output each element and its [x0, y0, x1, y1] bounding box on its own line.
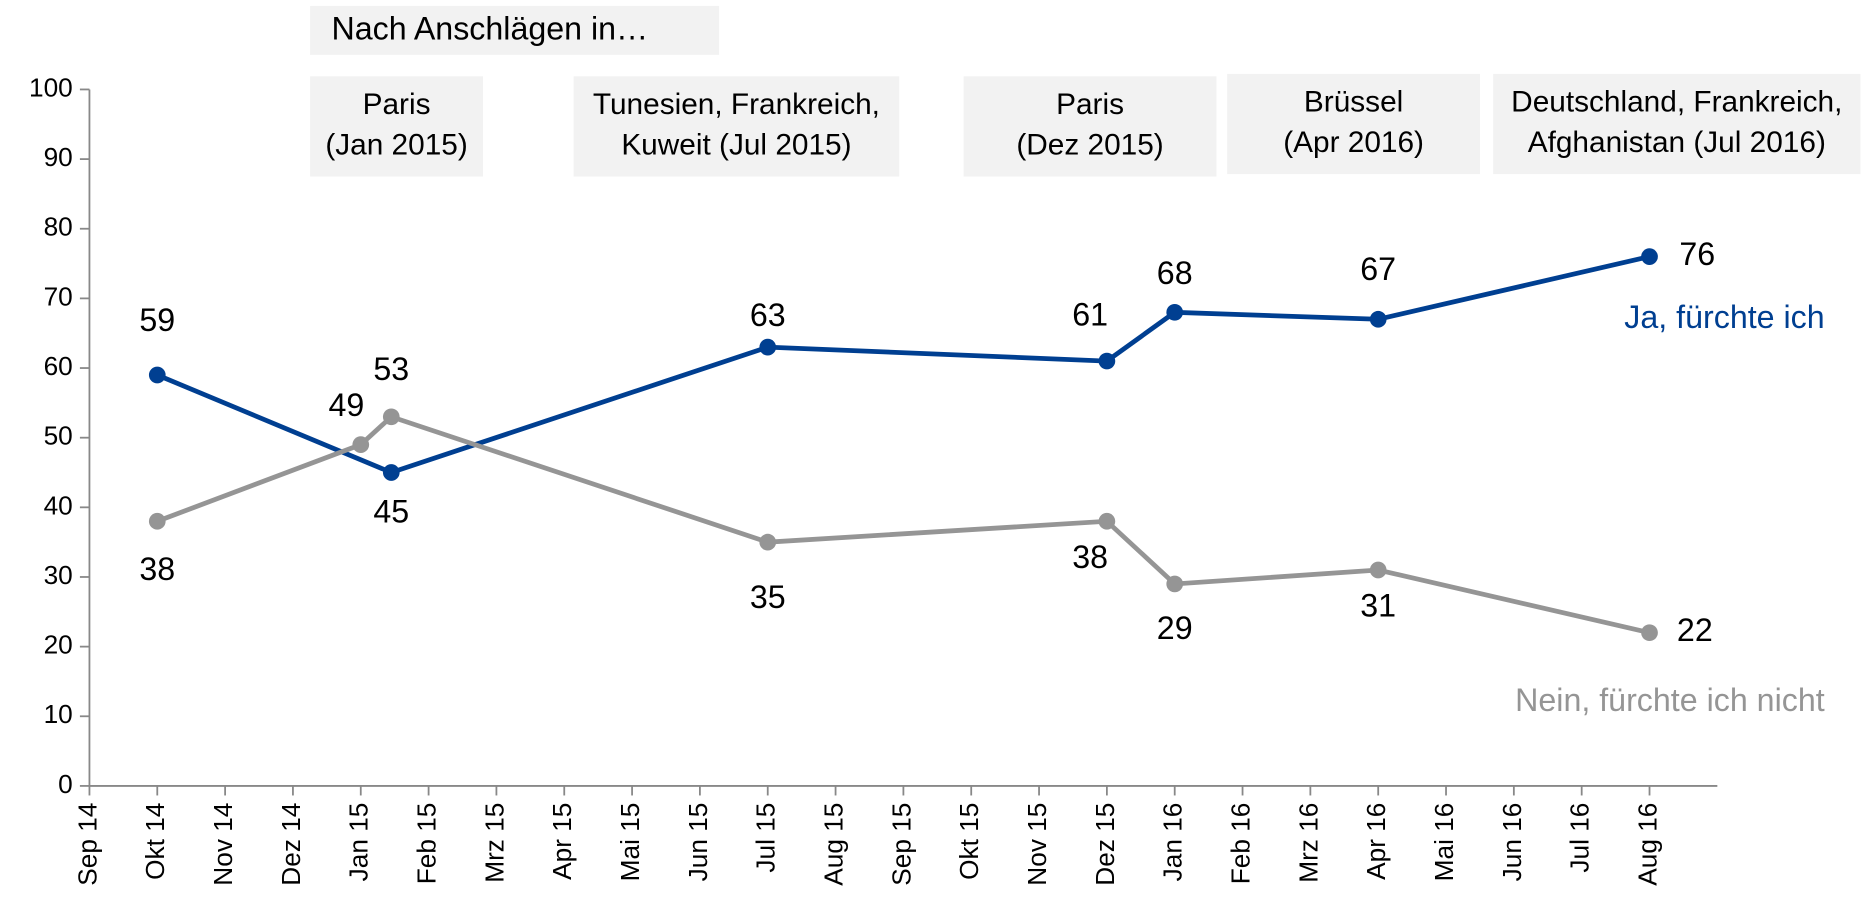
y-tick-label: 100 [29, 72, 73, 102]
value-label: 53 [373, 351, 409, 387]
x-tick-label: Feb 15 [412, 803, 442, 885]
heading: Nach Anschlägen in… [332, 11, 649, 47]
annotation-box [963, 76, 1217, 177]
x-tick-label: Jun 16 [1497, 803, 1527, 882]
y-tick-label: 40 [44, 490, 73, 520]
x-tick-label: Sep 15 [886, 803, 916, 886]
annotation-box [1493, 73, 1861, 175]
point [1098, 352, 1116, 370]
annotation-box [573, 76, 900, 177]
point [382, 408, 400, 426]
value-label: 38 [1072, 539, 1108, 575]
x-tick-label: Jul 16 [1565, 803, 1595, 873]
y-tick-label: 0 [58, 769, 73, 799]
x-tick-label: Mai 16 [1429, 803, 1459, 882]
value-label: 63 [750, 297, 786, 333]
point [1369, 310, 1387, 328]
point [759, 338, 777, 356]
annotation-text: Paris [363, 88, 431, 121]
point [382, 464, 400, 481]
series-label: Ja, fürchte ich [1624, 299, 1824, 335]
x-tick-label: Sep 14 [72, 803, 102, 886]
value-label: 31 [1360, 588, 1396, 624]
x-tick-label: Jan 15 [344, 803, 374, 882]
annotation-text: (Dez 2015) [1016, 129, 1163, 162]
y-tick-label: 70 [44, 281, 73, 311]
point [1166, 575, 1184, 593]
annotation-text: Deutschland, Frankreich, [1511, 86, 1842, 119]
value-label: 67 [1360, 251, 1396, 287]
x-tick-label: Okt 15 [954, 803, 984, 880]
annotation-text: Afghanistan (Jul 2016) [1528, 126, 1826, 159]
plot: Nach Anschlägen in… Paris (Jan 2015) Tunesi… [29, 5, 1861, 886]
point [1641, 624, 1658, 642]
annotation-text: Brüssel [1304, 86, 1403, 119]
x-tick-label: Jul 15 [751, 803, 781, 873]
value-label: 49 [329, 387, 365, 423]
heading-box [310, 5, 720, 55]
series-label: Nein, fürchte ich nicht [1515, 682, 1825, 718]
x-tick-label: Apr 15 [547, 803, 577, 880]
x-tick-label: Nov 15 [1022, 803, 1052, 886]
x-tick-label: Okt 14 [140, 803, 170, 880]
x-tick-label: Feb 16 [1225, 803, 1255, 885]
point [352, 436, 370, 453]
y-tick-label: 30 [44, 560, 73, 590]
x-tick-label: Jun 15 [683, 803, 713, 882]
value-label: 35 [750, 579, 786, 615]
value-label: 38 [139, 551, 175, 587]
y-tick-label: 50 [44, 421, 73, 451]
annotation-text: (Jan 2015) [325, 129, 467, 162]
value-label: 68 [1157, 255, 1193, 291]
y-tick-label: 90 [44, 142, 73, 172]
x-tick-label: Apr 16 [1361, 803, 1391, 880]
value-label: 45 [373, 494, 409, 530]
point [1369, 561, 1387, 579]
value-label: 76 [1679, 236, 1715, 272]
annotation-text: Paris [1056, 88, 1124, 121]
x-tick-label: Nov 14 [208, 803, 238, 886]
x-tick-label: Aug 16 [1632, 803, 1662, 886]
point [148, 366, 166, 384]
x-tick-label: Mai 15 [615, 803, 645, 882]
x-tick-label: Dez 15 [1090, 803, 1120, 886]
y-tick-label: 10 [44, 699, 73, 729]
annotation-text: Kuweit (Jul 2015) [621, 129, 851, 162]
y-tick-label: 20 [44, 630, 73, 660]
x-tick-label: Mrz 16 [1293, 803, 1323, 883]
annotation-text: (Apr 2016) [1283, 126, 1424, 159]
y-tick-label: 80 [44, 212, 73, 242]
value-label: 29 [1157, 610, 1193, 646]
x-tick-label: Aug 15 [818, 803, 848, 886]
value-label: 61 [1072, 296, 1108, 332]
point [1098, 512, 1116, 530]
annotation-text: Tunesien, Frankreich, [593, 88, 880, 121]
point [148, 512, 166, 530]
value-label: 59 [139, 302, 175, 338]
x-tick-label: Mrz 15 [479, 803, 509, 883]
annotation-box [1227, 73, 1481, 175]
value-label: 22 [1677, 612, 1713, 648]
point [759, 533, 777, 551]
x-tick-label: Jan 16 [1158, 803, 1188, 882]
point [1641, 248, 1658, 265]
annotation-box [310, 76, 484, 177]
y-tick-label: 60 [44, 351, 73, 381]
point [1166, 303, 1184, 321]
x-tick-label: Dez 14 [276, 803, 306, 886]
